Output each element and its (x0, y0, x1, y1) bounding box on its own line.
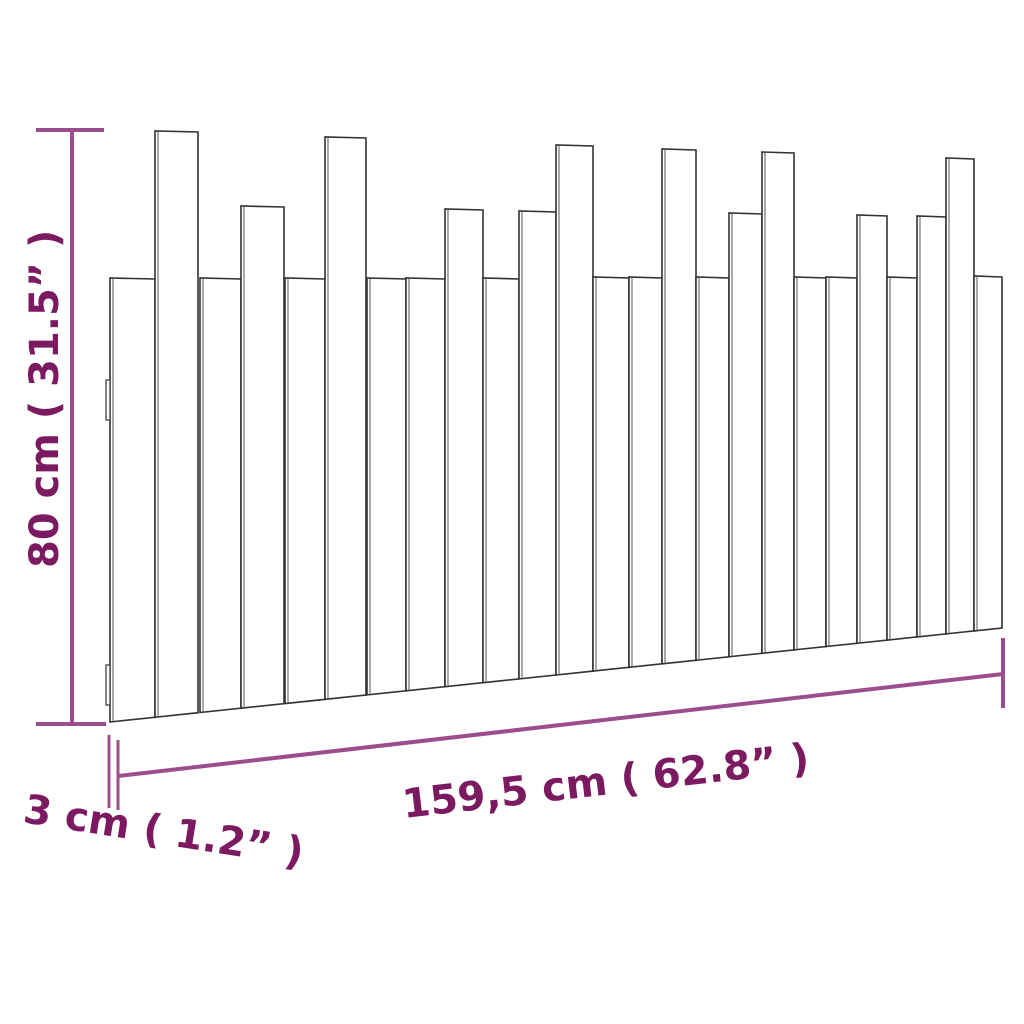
slat (199, 277, 242, 714)
slat (154, 130, 199, 719)
slat (405, 277, 446, 692)
slat (825, 276, 858, 648)
slat (761, 151, 795, 655)
slat (886, 276, 918, 642)
slat (482, 277, 520, 684)
slat (109, 277, 156, 723)
slat (284, 277, 326, 705)
slat (555, 144, 594, 676)
slat (695, 276, 730, 662)
headboard-slats (105, 130, 1003, 723)
slat (973, 275, 1003, 632)
slat (444, 208, 484, 688)
slat (728, 212, 763, 658)
slat (916, 215, 947, 638)
width-dimension-line (117, 672, 1004, 778)
slat (592, 276, 630, 672)
slat (661, 148, 697, 665)
width-label: 159,5 cm ( 62.8” ) (400, 735, 812, 828)
depth-label: 3 cm ( 1.2” ) (20, 786, 306, 876)
slat (793, 276, 827, 651)
slat (518, 210, 557, 680)
mounting-bracket (105, 664, 111, 706)
slat (945, 157, 975, 635)
mounting-bracket (105, 379, 111, 421)
slat (366, 277, 407, 696)
dimension-lines (36, 128, 1005, 810)
height-label: 80 cm ( 31.5” ) (22, 230, 68, 568)
slat (856, 214, 888, 645)
slat (628, 276, 663, 669)
slat (240, 205, 285, 710)
slat (324, 136, 367, 701)
